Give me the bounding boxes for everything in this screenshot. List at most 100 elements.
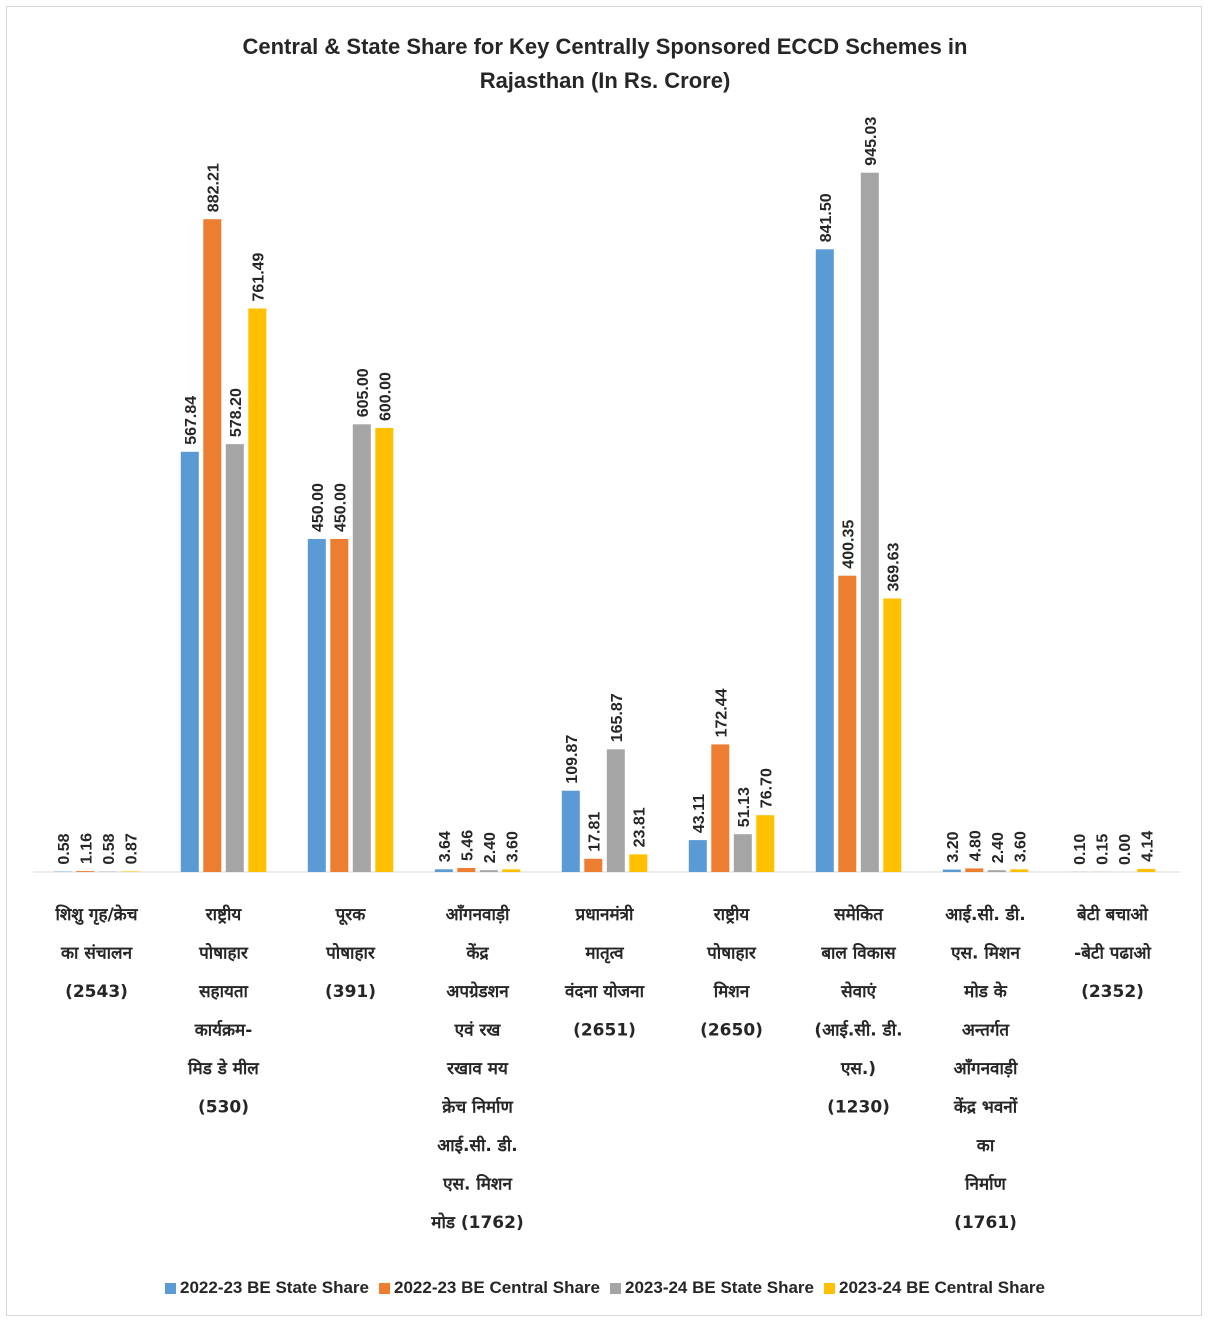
category-label: अन्तर्गत [962, 1020, 1010, 1041]
category-label: का [976, 1136, 995, 1156]
bar [860, 172, 879, 872]
bar [733, 834, 752, 872]
category-label: केंद्र [465, 943, 489, 964]
data-label: 400.35 [840, 520, 857, 569]
category-label: एस. मिशन [442, 1174, 512, 1195]
data-label: 761.49 [250, 252, 267, 301]
category-label: केंद्र भवनों [953, 1097, 1018, 1118]
category-label: अपग्रेडशन [446, 981, 509, 1002]
legend-label: 2022-23 BE State Share [180, 1278, 369, 1297]
bar [688, 840, 707, 872]
legend-item: 2022-23 BE Central Share [379, 1278, 600, 1298]
bar [584, 858, 603, 872]
legend-label: 2022-23 BE Central Share [394, 1278, 600, 1297]
data-label: 0.00 [1117, 834, 1134, 865]
legend-item: 2022-23 BE State Share [165, 1278, 369, 1298]
bar [838, 575, 857, 872]
data-label: 5.46 [459, 830, 476, 861]
category-label: एवं रख [454, 1021, 502, 1041]
category-label: पोषाहार [706, 943, 757, 964]
category-label: (1230) [827, 1098, 890, 1118]
data-label: 4.80 [967, 830, 984, 861]
bar [815, 249, 834, 873]
category-label: (2352) [1081, 982, 1144, 1002]
legend-label: 2023-24 BE State Share [625, 1278, 814, 1297]
bar [76, 871, 95, 872]
data-label: 882.21 [205, 163, 222, 212]
category-label: शिशु गृह/क्रेच [54, 904, 138, 925]
data-label: 0.15 [1094, 834, 1111, 865]
data-label: 43.11 [691, 794, 708, 833]
bar [942, 869, 961, 872]
category-label: (2651) [573, 1021, 636, 1041]
data-label: 0.10 [1072, 834, 1089, 865]
category-label: मिड डे मील [187, 1058, 260, 1079]
bar [330, 539, 349, 872]
legend-label: 2023-24 BE Central Share [839, 1278, 1045, 1297]
bar [203, 219, 222, 872]
bar [502, 869, 521, 872]
data-label: 3.60 [504, 831, 521, 862]
category-label: पूरक [335, 905, 367, 926]
category-label: प्रधानमंत्री [575, 904, 635, 925]
legend-item: 2023-24 BE State Share [610, 1278, 814, 1298]
data-label: 1.16 [78, 833, 95, 864]
category-label: (2650) [700, 1021, 763, 1041]
category-label: (530) [198, 1098, 249, 1118]
bar [629, 854, 648, 872]
category-label: समेकित [833, 904, 884, 925]
data-label: 3.60 [1012, 831, 1029, 862]
data-label: 23.81 [631, 807, 648, 847]
category-label: निर्माण [964, 1174, 1006, 1195]
category-label: बेटी बचाओ [1076, 904, 1149, 925]
category-label: (1761) [954, 1213, 1017, 1233]
legend-swatch [379, 1282, 390, 1294]
bar [987, 870, 1006, 872]
category-label: पोषाहार [325, 943, 376, 964]
chart-title-line-1: Central & State Share for Key Centrally … [242, 34, 968, 59]
category-label: एस. मिशन [950, 943, 1020, 964]
bar [375, 428, 394, 872]
bar [457, 868, 476, 872]
legend-swatch [824, 1282, 835, 1294]
data-label: 0.58 [101, 833, 118, 864]
data-label: 165.87 [609, 693, 626, 742]
bar [352, 424, 371, 872]
bar [225, 444, 244, 872]
data-label: 841.50 [818, 193, 835, 242]
chart-title-line-2: Rajasthan (In Rs. Crore) [479, 68, 731, 93]
category-label: (391) [325, 982, 376, 1002]
data-label: 2.40 [482, 832, 499, 863]
category-label: मिशन [713, 981, 750, 1002]
category-label: आई.सी. डी. [437, 1135, 517, 1156]
category-label: एस.) [840, 1059, 876, 1079]
data-label: 3.20 [945, 831, 962, 862]
bar [1010, 869, 1029, 872]
chart-title: Central & State Share for Key Centrally … [0, 30, 1210, 98]
category-label: आई.सी. डी. [945, 904, 1025, 925]
category-label: क्रेच निर्माण [441, 1097, 513, 1118]
category-label: राष्ट्रीय [205, 904, 243, 925]
category-label: आँगनवाड़ी [446, 904, 510, 925]
data-label: 17.81 [586, 812, 603, 852]
bar [248, 308, 267, 872]
category-label: बाल विकास [820, 943, 897, 964]
category-label: मोड के [963, 981, 1008, 1002]
bar-chart: 0.58 1.16 0.58 0.87 शिशु गृह/क्रेच का संचालन (… [33, 117, 1180, 1233]
data-label: 450.00 [332, 483, 349, 532]
data-label: 76.70 [758, 768, 775, 808]
legend-swatch [610, 1282, 621, 1294]
category-label: सेवाएं [840, 981, 876, 1002]
bar [965, 868, 984, 872]
bar [180, 451, 199, 872]
bar [434, 869, 453, 872]
bar [606, 749, 625, 872]
data-label: 600.00 [377, 372, 394, 421]
category-label: (2543) [65, 982, 128, 1002]
bar [883, 598, 902, 872]
legend-swatch [165, 1282, 176, 1294]
bar [1137, 868, 1156, 872]
category-label: (आई.सी. डी. [814, 1020, 902, 1041]
legend-item: 2023-24 BE Central Share [824, 1278, 1045, 1298]
bar [479, 870, 498, 872]
